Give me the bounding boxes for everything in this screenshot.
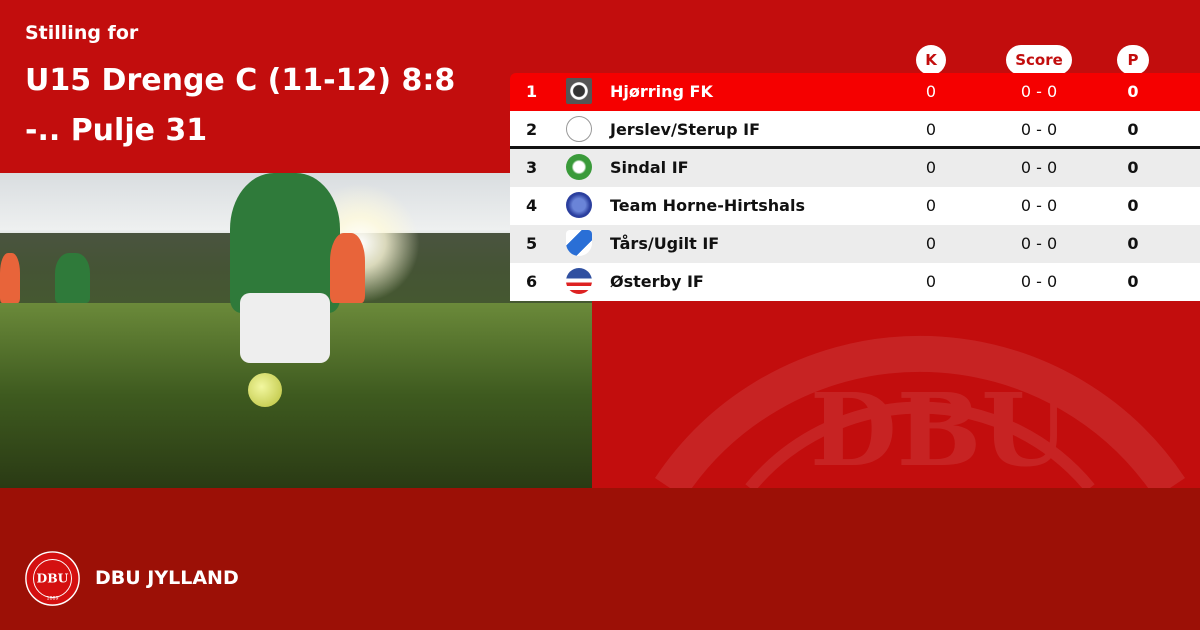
page-title: U15 Drenge C (11-12) 8:8 -.. Pulje 31	[25, 63, 456, 148]
rank: 1	[526, 82, 538, 101]
points-value: 0	[1127, 272, 1139, 291]
points-value: 0	[1127, 82, 1139, 101]
svg-text:DBU: DBU	[37, 570, 69, 585]
score-value: 0 - 0	[1020, 196, 1058, 215]
rank: 5	[526, 234, 538, 253]
k-value: 0	[925, 272, 937, 291]
score-value: 0 - 0	[1020, 234, 1058, 253]
jerslev-sterup-crest-icon	[566, 116, 592, 142]
team-name[interactable]: Jerslev/Sterup IF	[610, 120, 761, 139]
rank: 4	[526, 196, 538, 215]
team-name[interactable]: Sindal IF	[610, 158, 689, 177]
svg-text:DBU: DBU	[810, 371, 1068, 488]
points-value: 0	[1127, 120, 1139, 139]
table-row[interactable]: 6 Østerby IF 0 0 - 0 0	[510, 263, 1200, 301]
team-name[interactable]: Hjørring FK	[610, 82, 713, 101]
points-value: 0	[1127, 196, 1139, 215]
team-name[interactable]: Østerby IF	[610, 272, 704, 291]
column-header-score[interactable]: Score	[1006, 45, 1072, 75]
rank: 2	[526, 120, 538, 139]
hjorring-fk-crest-icon	[566, 78, 592, 104]
dbu-logo-icon: DBU 1889	[25, 551, 80, 606]
score-value: 0 - 0	[1020, 120, 1058, 139]
dbu-watermark-icon: DBU	[655, 335, 1185, 488]
brand-name: DBU JYLLAND	[95, 567, 239, 589]
team-horne-hirtshals-crest-icon	[566, 192, 592, 218]
column-header-k[interactable]: K	[916, 45, 946, 75]
rank: 6	[526, 272, 538, 291]
k-value: 0	[925, 234, 937, 253]
score-value: 0 - 0	[1020, 272, 1058, 291]
score-value: 0 - 0	[1020, 158, 1058, 177]
table-row[interactable]: 4 Team Horne-Hirtshals 0 0 - 0 0	[510, 187, 1200, 225]
rank: 3	[526, 158, 538, 177]
svg-text:1889: 1889	[46, 595, 58, 601]
table-row[interactable]: 5 Tårs/Ugilt IF 0 0 - 0 0	[510, 225, 1200, 263]
table-row[interactable]: 2 Jerslev/Sterup IF 0 0 - 0 0	[510, 111, 1200, 149]
tars-ugilt-crest-icon	[566, 230, 592, 256]
table-row[interactable]: 1 Hjørring FK 0 0 - 0 0	[510, 73, 1200, 111]
column-header-p[interactable]: P	[1117, 45, 1149, 75]
page-subtitle: Stilling for	[25, 22, 139, 44]
football-photo	[0, 173, 592, 488]
footer-band	[0, 488, 1200, 630]
points-value: 0	[1127, 158, 1139, 177]
k-value: 0	[925, 158, 937, 177]
score-value: 0 - 0	[1020, 82, 1058, 101]
k-value: 0	[925, 82, 937, 101]
standings-table: 1 Hjørring FK 0 0 - 0 0 2 Jerslev/Sterup…	[510, 73, 1200, 301]
k-value: 0	[925, 120, 937, 139]
k-value: 0	[925, 196, 937, 215]
sindal-if-crest-icon	[566, 154, 592, 180]
team-name[interactable]: Team Horne-Hirtshals	[610, 196, 805, 215]
osterby-if-crest-icon	[566, 268, 592, 294]
points-value: 0	[1127, 234, 1139, 253]
table-row[interactable]: 3 Sindal IF 0 0 - 0 0	[510, 149, 1200, 187]
team-name[interactable]: Tårs/Ugilt IF	[610, 234, 720, 253]
